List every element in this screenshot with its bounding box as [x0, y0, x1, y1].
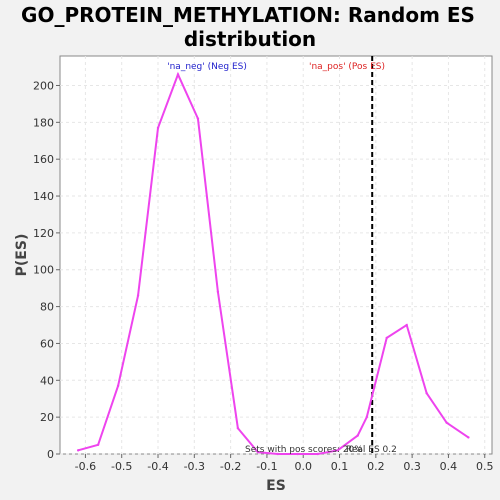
chart-title-line-1: GO_PROTEIN_METHYLATION: Random ES: [21, 3, 475, 27]
y-tick-label: 80: [40, 301, 54, 314]
x-tick-label: 0.1: [331, 460, 349, 473]
data-point: [467, 436, 470, 439]
x-tick-label: 0.2: [367, 460, 385, 473]
x-tick-label: 0.0: [294, 460, 312, 473]
x-tick-label: 0.3: [403, 460, 421, 473]
x-tick-label: -0.1: [256, 460, 277, 473]
data-point: [296, 452, 299, 456]
data-point: [256, 450, 260, 454]
neg-es-label: 'na_neg' (Neg ES): [167, 62, 247, 72]
data-point: [176, 73, 180, 76]
data-point: [356, 434, 359, 437]
real-es-annotation: Real ES 0.2: [346, 445, 397, 455]
data-point: [76, 449, 80, 452]
data-point: [405, 323, 408, 327]
x-tick-label: -0.3: [184, 460, 205, 473]
x-tick-label: -0.5: [111, 460, 132, 473]
x-axis-label: ES: [266, 478, 286, 494]
pos-es-label: 'na_pos' (Pos ES): [309, 62, 385, 72]
x-tick-label: 0.4: [440, 460, 458, 473]
y-axis-ticks: 0 20 40 60 80 100 120 140 160 180 200: [33, 79, 60, 461]
y-tick-label: 160: [33, 153, 54, 166]
y-tick-label: 180: [33, 116, 54, 129]
y-tick-label: 140: [33, 190, 54, 203]
data-point: [196, 117, 200, 120]
data-point: [116, 384, 120, 388]
x-tick-label: -0.2: [220, 460, 241, 473]
data-point: [445, 421, 448, 424]
y-tick-label: 200: [33, 79, 54, 92]
y-tick-label: 40: [40, 374, 54, 387]
x-tick-label: -0.6: [75, 460, 96, 473]
y-tick-label: 20: [40, 411, 54, 424]
data-point: [236, 427, 240, 430]
x-axis-ticks: -0.6 -0.5 -0.4 -0.3 -0.2 -0.1 0.0 0.1 0.2 0.3 0.4 0…: [75, 454, 494, 473]
data-point: [365, 415, 368, 419]
data-point: [216, 290, 220, 294]
data-point: [96, 443, 100, 446]
data-point: [156, 126, 160, 130]
grid: [60, 56, 492, 455]
data-point: [316, 452, 319, 456]
chart-title-line-2: distribution: [184, 27, 316, 51]
data-point: [425, 391, 428, 395]
y-tick-label: 0: [47, 448, 54, 461]
data-point: [276, 452, 280, 456]
y-tick-label: 100: [33, 264, 54, 277]
y-tick-label: 120: [33, 227, 54, 240]
y-axis-label: P(ES): [14, 234, 30, 277]
data-point: [336, 449, 339, 452]
y-tick-label: 60: [40, 337, 54, 350]
data-point: [385, 336, 388, 340]
x-tick-label: -0.4: [147, 460, 168, 473]
x-tick-label: 0.5: [476, 460, 494, 473]
series-points: [76, 73, 470, 456]
data-point: [136, 294, 140, 297]
pos-scores-annotation: Sets with pos scores: 20%: [245, 445, 363, 455]
